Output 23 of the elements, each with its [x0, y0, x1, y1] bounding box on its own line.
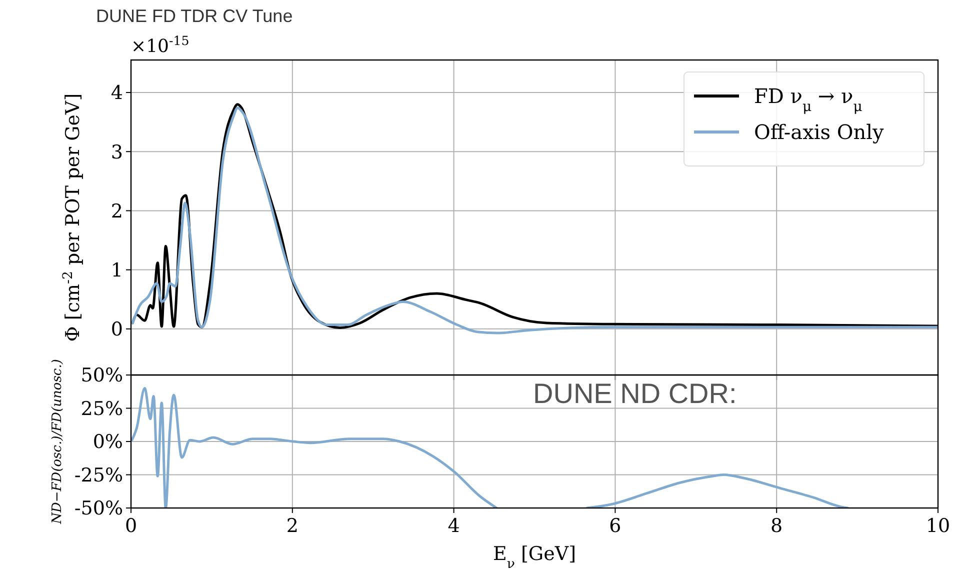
y-tick-label: 0	[110, 318, 123, 341]
x-axis-title: E$_{ν}$ [GeV]	[493, 543, 576, 572]
x-tick-label: 2	[286, 515, 298, 537]
y-tick-label: -25%	[74, 464, 123, 486]
x-tick-label: 10	[926, 515, 950, 537]
y-tick-label: 0%	[92, 431, 123, 454]
legend-label: Off-axis Only	[754, 120, 885, 144]
y-axis-title: ND−FD(osc.)/FD(unosc.)	[50, 359, 65, 525]
x-tick-label: 6	[609, 515, 622, 537]
y-tick-label: 50%	[80, 364, 123, 387]
legend-label: FD ν$_{μ}$ → ν$_{μ}$	[754, 84, 862, 115]
x-tick-label: 0	[124, 515, 138, 537]
y-tick-label: 25%	[80, 398, 123, 420]
y-tick-label: 4	[110, 82, 123, 104]
annotation: DUNE ND CDR:	[533, 378, 737, 409]
chart-title: DUNE FD TDR CV Tune	[96, 6, 293, 26]
text: ×10$^{-15}$	[131, 32, 190, 57]
y-tick-label: 2	[110, 200, 123, 222]
y-tick-label: 3	[110, 141, 123, 164]
y-tick-label: -50%	[74, 498, 123, 520]
y-tick-label: 1	[110, 259, 123, 282]
x-tick-label: 4	[448, 515, 460, 537]
x-tick-label: 8	[770, 515, 783, 537]
